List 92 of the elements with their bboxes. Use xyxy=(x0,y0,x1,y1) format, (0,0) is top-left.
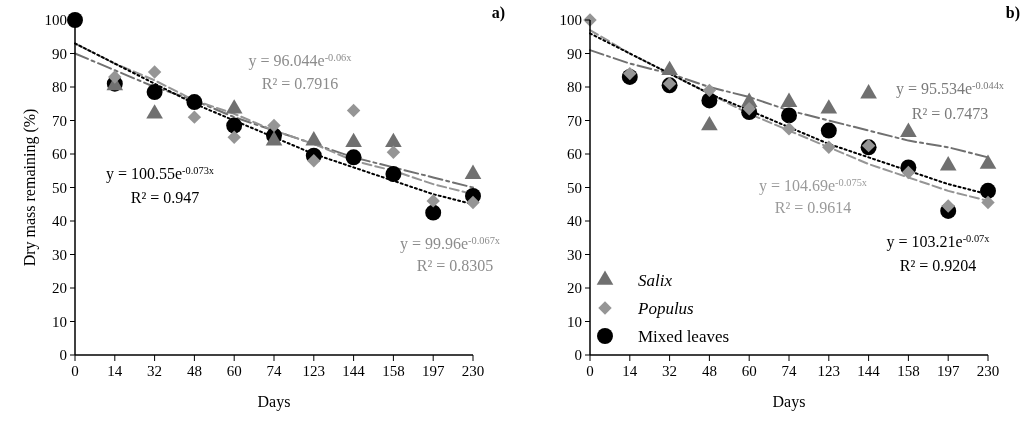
point xyxy=(226,117,243,134)
x-tick-label: 74 xyxy=(781,363,797,379)
x-tick-label: 60 xyxy=(226,363,242,379)
point xyxy=(386,145,401,160)
x-tick-label: 123 xyxy=(817,363,841,379)
point xyxy=(146,84,163,100)
point xyxy=(702,83,717,98)
annotation: y = 95.534e$^{-0.044x}$ xyxy=(895,79,1005,98)
x-tick-label: 48 xyxy=(701,363,717,379)
point xyxy=(108,70,122,84)
annotation: R² = 0.8305 xyxy=(416,257,494,274)
y-tick-label: 0 xyxy=(59,347,67,364)
point xyxy=(941,199,955,213)
x-tick-label: 144 xyxy=(342,363,366,379)
y-tick-label: 80 xyxy=(567,79,582,96)
y-tick-label: 40 xyxy=(567,213,582,230)
x-tick-label: 48 xyxy=(186,363,202,379)
chart-title: a) xyxy=(491,4,505,22)
y-tick-label: 70 xyxy=(567,112,582,129)
point xyxy=(742,102,756,116)
annotation: y = 99.96e$^{-0.067x}$ xyxy=(399,234,501,253)
point xyxy=(901,165,916,180)
x-axis-title: Days xyxy=(772,393,806,411)
annotation: R² = 0.9614 xyxy=(774,199,852,216)
point xyxy=(820,122,837,139)
point xyxy=(147,65,162,79)
annotation: y = 96.044e$^{-0.06x}$ xyxy=(248,51,353,70)
annotation: R² = 0.7916 xyxy=(261,75,339,92)
y-tick-label: 80 xyxy=(52,79,67,96)
point xyxy=(466,195,480,210)
y-tick-label: 20 xyxy=(567,280,582,297)
point xyxy=(385,166,402,183)
y-tick-label: 0 xyxy=(574,347,582,364)
x-tick-label: 14 xyxy=(622,363,638,379)
point xyxy=(426,194,440,208)
point xyxy=(781,107,797,124)
y-tick-label: 50 xyxy=(52,179,67,196)
annotation: R² = 0.947 xyxy=(130,189,200,206)
x-tick-label: 197 xyxy=(936,363,960,379)
annotation: R² = 0.7473 xyxy=(911,105,989,122)
x-tick-label: 197 xyxy=(421,363,445,379)
y-tick-label: 90 xyxy=(567,45,582,62)
y-tick-label: 60 xyxy=(52,146,67,163)
y-tick-label: 10 xyxy=(52,313,67,330)
y-tick-label: 50 xyxy=(567,179,582,196)
annotation: y = 104.69e$^{-0.075x}$ xyxy=(758,176,868,195)
y-tick-label: 10 xyxy=(567,313,582,330)
point xyxy=(980,182,996,199)
legend-label: Populus xyxy=(637,298,695,318)
y-tick-label: 30 xyxy=(567,246,582,263)
y-tick-label: 40 xyxy=(52,213,67,230)
y-tick-label: 20 xyxy=(52,280,67,297)
point xyxy=(822,140,836,155)
legend-label: Mixed leaves xyxy=(638,326,730,346)
y-tick-label: 90 xyxy=(52,45,67,62)
x-axis-title: Days xyxy=(257,393,291,411)
annotation: R² = 0.9204 xyxy=(899,257,977,274)
x-tick-label: 0 xyxy=(586,363,594,379)
x-tick-label: 158 xyxy=(382,363,405,379)
point xyxy=(307,153,321,168)
chart-title: b) xyxy=(1005,4,1020,22)
point xyxy=(187,110,202,124)
x-tick-label: 74 xyxy=(266,363,282,379)
point xyxy=(267,118,281,133)
x-tick-label: 144 xyxy=(857,363,881,379)
x-tick-label: 32 xyxy=(147,363,163,379)
y-tick-label: 100 xyxy=(44,12,67,29)
y-tick-label: 100 xyxy=(559,12,582,29)
annotation: y = 103.21e$^{-0.07x}$ xyxy=(886,232,991,251)
y-axis-title: Dry mass remaining (%) xyxy=(21,108,39,267)
x-tick-label: 158 xyxy=(897,363,920,379)
point xyxy=(346,103,361,118)
x-tick-label: 230 xyxy=(976,363,1000,379)
point xyxy=(782,122,796,136)
x-tick-label: 32 xyxy=(662,363,678,379)
point xyxy=(425,204,442,221)
point xyxy=(67,12,83,28)
point xyxy=(227,130,241,144)
x-tick-label: 14 xyxy=(107,363,123,379)
point xyxy=(345,149,362,166)
point xyxy=(623,66,637,81)
point xyxy=(186,94,203,111)
x-tick-label: 123 xyxy=(302,363,326,379)
x-tick-label: 60 xyxy=(741,363,757,379)
legend-label: Salix xyxy=(638,270,673,290)
x-tick-label: 0 xyxy=(71,363,79,379)
x-tick-label: 230 xyxy=(461,363,485,379)
point xyxy=(981,195,995,210)
y-tick-label: 30 xyxy=(52,246,67,263)
y-tick-label: 60 xyxy=(567,146,582,163)
y-tick-label: 70 xyxy=(52,112,67,129)
annotation: y = 100.55e$^{-0.073x}$ xyxy=(105,164,215,183)
